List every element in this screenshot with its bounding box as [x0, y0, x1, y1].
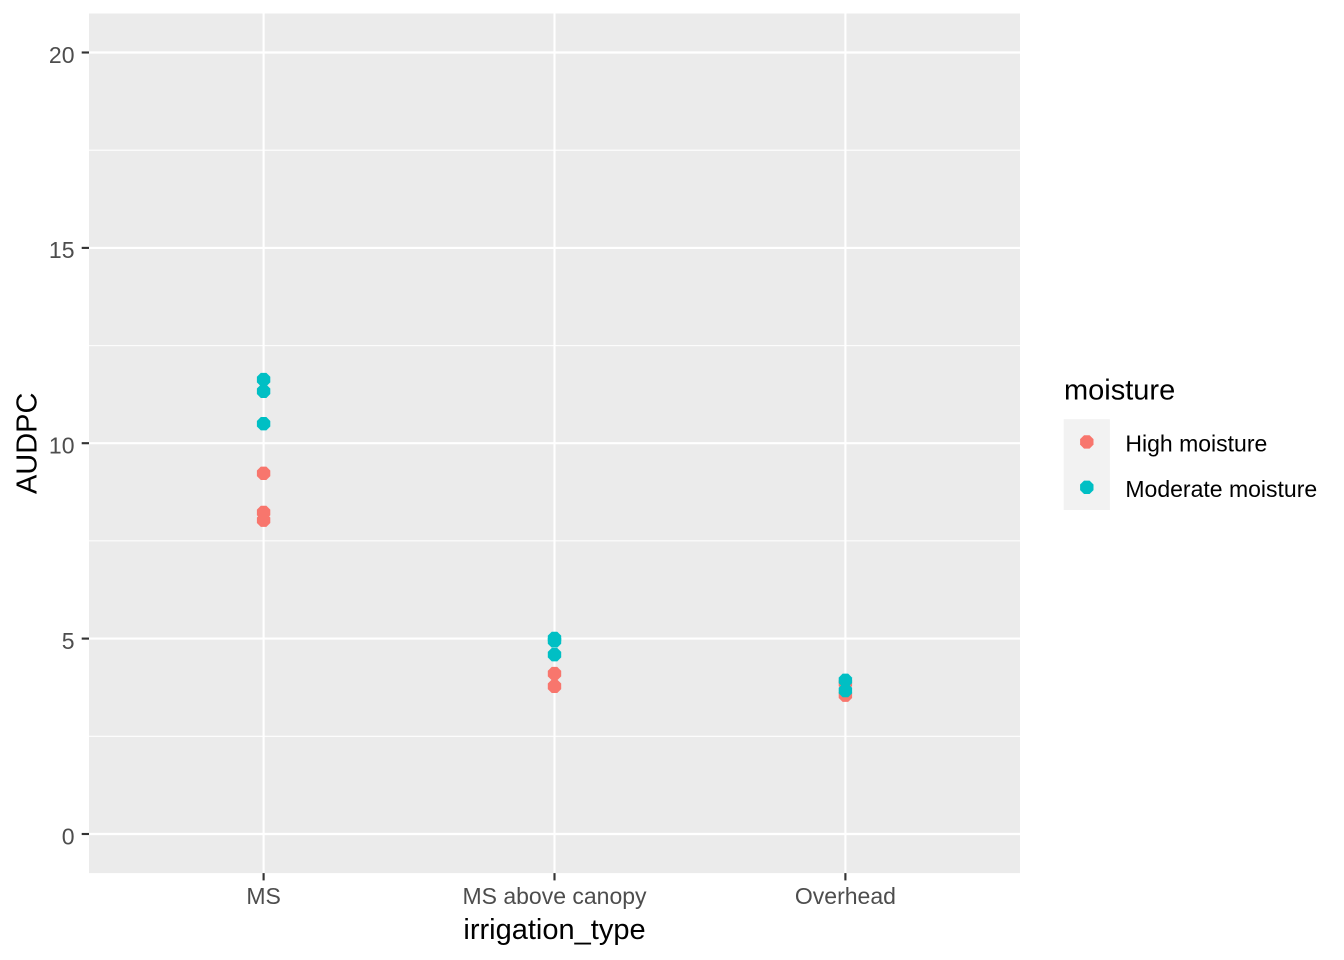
svg-text:irrigation_type: irrigation_type: [463, 914, 645, 946]
svg-text:Moderate moisture: Moderate moisture: [1125, 476, 1317, 502]
svg-text:AUDPC: AUDPC: [12, 393, 44, 495]
svg-text:MS above canopy: MS above canopy: [462, 883, 647, 909]
svg-text:High moisture: High moisture: [1125, 431, 1267, 457]
svg-text:15: 15: [49, 237, 75, 263]
svg-text:5: 5: [62, 628, 75, 654]
svg-text:moisture: moisture: [1064, 375, 1175, 407]
svg-text:20: 20: [49, 42, 75, 68]
svg-text:Overhead: Overhead: [795, 883, 896, 909]
svg-text:10: 10: [49, 433, 75, 459]
svg-text:MS: MS: [246, 883, 281, 909]
svg-text:0: 0: [62, 823, 75, 849]
